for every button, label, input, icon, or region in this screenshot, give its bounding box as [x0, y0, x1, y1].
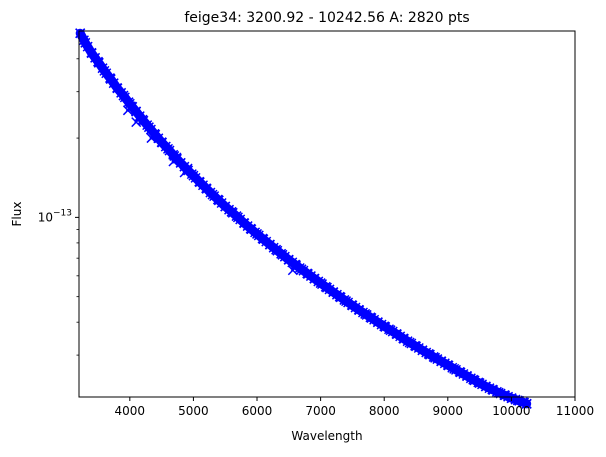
- data-point: [97, 63, 108, 74]
- data-point: [93, 57, 104, 68]
- data-point: [86, 47, 97, 58]
- data-point: [82, 41, 93, 52]
- data-point: [101, 68, 112, 79]
- data-point-mark: [93, 57, 104, 68]
- data-point: [521, 398, 532, 409]
- data-point-mark: [97, 63, 108, 74]
- data-point-mark: [521, 398, 532, 409]
- x-tick-label: 7000: [305, 404, 336, 418]
- y-axis-label: Flux: [10, 202, 24, 227]
- x-tick-label: 10000: [492, 404, 530, 418]
- data-point-mark: [86, 47, 97, 58]
- x-tick-label: 9000: [433, 404, 464, 418]
- data-point-mark: [104, 73, 116, 84]
- data-point: [119, 92, 130, 103]
- data-point-mark: [78, 35, 89, 46]
- data-point-mark: [171, 152, 182, 163]
- x-axis: 4000 5000 6000 7000 8000 9000 10000 11000: [115, 397, 594, 418]
- absorption-dip-point: [134, 113, 145, 124]
- y-axis: 10−13: [38, 58, 79, 356]
- data-point-mark: [119, 92, 130, 103]
- data-point-mark: [90, 52, 101, 63]
- data-point-mark: [125, 101, 136, 112]
- absorption-dip-point: [290, 261, 301, 272]
- data-point-mark: [134, 113, 145, 124]
- data-layer: [75, 28, 532, 409]
- data-point-mark: [82, 41, 93, 52]
- data-point-mark: [149, 129, 160, 140]
- data-point-mark: [290, 261, 301, 272]
- data-point-mark: [182, 163, 193, 174]
- x-tick-label: 8000: [369, 404, 400, 418]
- x-tick-label: 6000: [242, 404, 273, 418]
- chart-title: feige34: 3200.92 - 10242.56 A: 2820 pts: [184, 10, 469, 26]
- data-point-mark: [75, 28, 86, 39]
- data-point: [104, 73, 116, 84]
- x-tick-label: 11000: [556, 404, 594, 418]
- data-point: [90, 52, 101, 63]
- absorption-dip-point: [149, 129, 160, 140]
- absorption-dip-point: [171, 152, 182, 163]
- data-point: [108, 78, 119, 89]
- x-tick-label: 5000: [178, 404, 209, 418]
- data-point: [75, 28, 86, 39]
- absorption-dip-point: [125, 101, 136, 112]
- x-axis-label: Wavelength: [291, 429, 362, 443]
- x-tick-label: 4000: [115, 404, 146, 418]
- plot-frame: [78, 30, 576, 398]
- data-point: [78, 35, 89, 46]
- data-point-mark: [108, 78, 119, 89]
- absorption-dip-point: [182, 163, 193, 174]
- data-band: [75, 28, 532, 409]
- y-tick-label: 10−13: [38, 208, 72, 224]
- data-point-mark: [101, 68, 112, 79]
